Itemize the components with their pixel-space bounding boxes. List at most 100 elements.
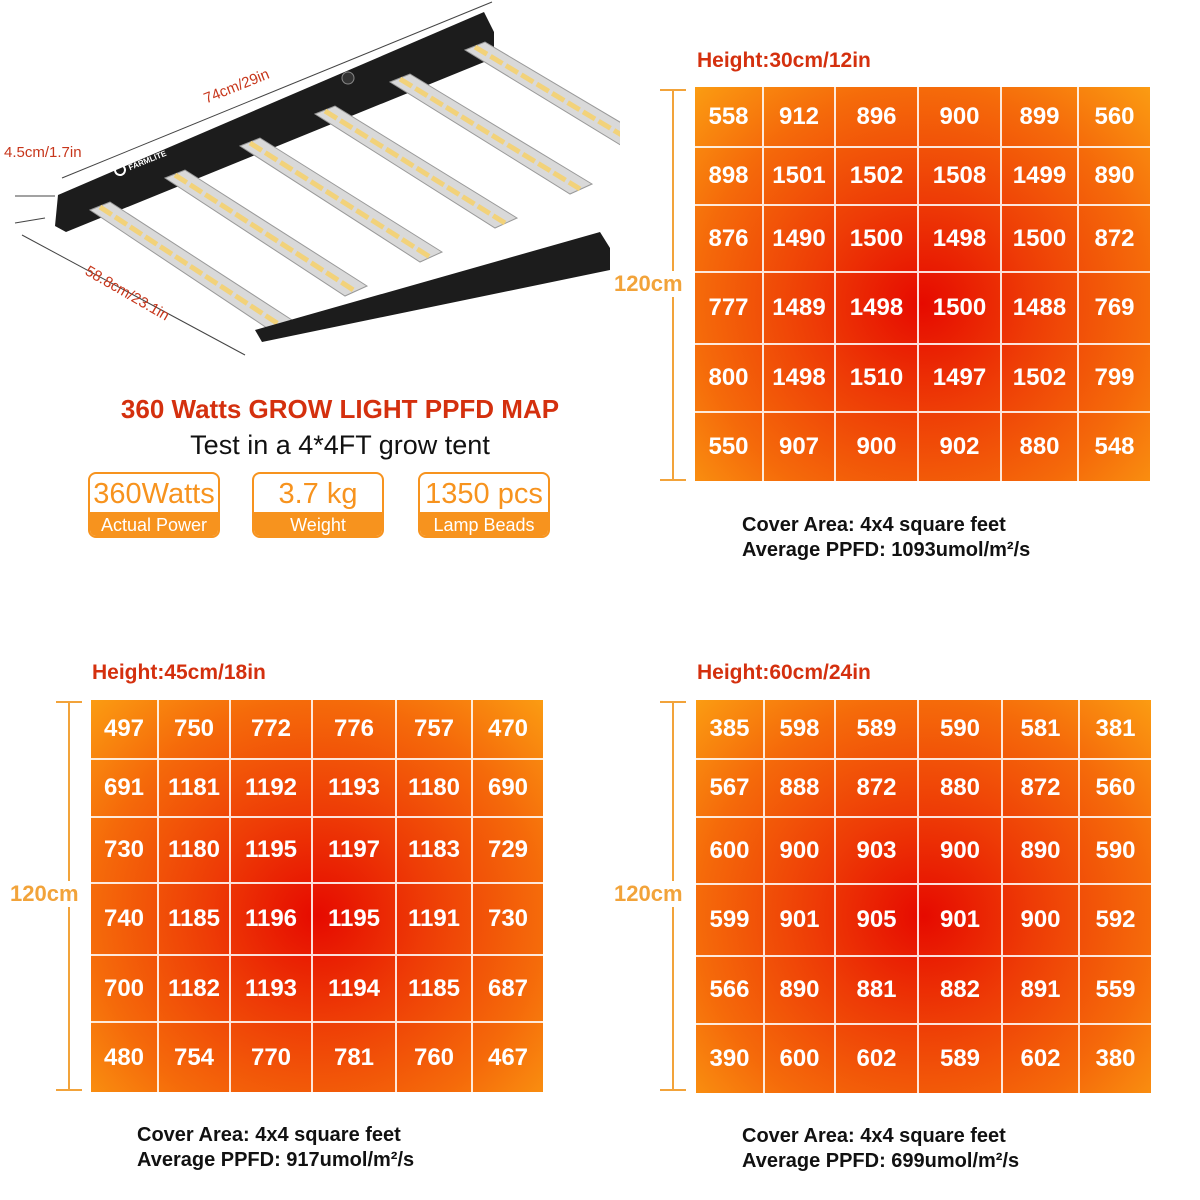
heatmap-cell: 890: [1003, 818, 1080, 885]
spec-value: 360Watts: [93, 478, 215, 510]
heatmap-cell: 1193: [231, 956, 313, 1023]
heatmap-cell: 903: [836, 818, 919, 885]
heatmap-cell: 876: [695, 206, 764, 273]
page-subtitle: Test in a 4*4FT grow tent: [190, 430, 490, 460]
spec-label: Lamp Beads: [420, 512, 548, 536]
top-frame-bar: [55, 12, 494, 232]
heatmap-cell: 480: [91, 1023, 159, 1092]
led-light-bars: [88, 41, 620, 331]
heatmap-cell: 740: [91, 884, 159, 956]
heatmap-45cm-summary: Cover Area: 4x4 square feet Average PPFD…: [137, 1123, 414, 1173]
spec-label: Actual Power: [90, 512, 218, 536]
heatmap-cell: 1488: [1002, 273, 1079, 345]
heatmap-cell: 891: [1003, 957, 1080, 1025]
heatmap-cell: 592: [1080, 885, 1151, 957]
heatmap-cell: 581: [1003, 700, 1080, 760]
heatmap-cell: 467: [487, 1043, 529, 1071]
heatmap-cell: 1502: [1002, 345, 1079, 413]
heatmap-cell: 907: [764, 413, 836, 481]
heatmap-cell: 1182: [159, 956, 231, 1023]
heatmap-cell: 600: [696, 818, 765, 885]
heatmap-cell: 781: [313, 1023, 397, 1092]
heatmap-cell: 1195: [313, 884, 397, 956]
page-title: 360 Watts GROW LIGHT PPFD MAP: [120, 394, 560, 424]
heatmap-cell: 754: [159, 1023, 231, 1092]
heatmap-cell: 1180: [397, 760, 473, 818]
heatmap-cell: 559: [1080, 957, 1151, 1025]
heatmap-cell: 872: [1003, 760, 1080, 818]
cover-area-text: Cover Area: 4x4 square feet: [742, 1125, 1006, 1147]
heatmap-cell: 590: [1080, 818, 1151, 885]
average-ppfd-text: Average PPFD: 1093umol/m²/s: [742, 539, 1031, 561]
heatmap-cell: 1500: [836, 206, 919, 273]
heatmap-cell: 1185: [159, 884, 231, 956]
heatmap-cell: 1498: [764, 345, 836, 413]
heatmap-cell: 890: [1079, 148, 1150, 206]
heatmap-60cm-title: Height:60cm/24in: [697, 661, 871, 684]
heatmap-cell: 1185: [397, 956, 473, 1023]
heatmap-cell: 700: [91, 956, 159, 1023]
heatmap-cell: 1502: [836, 148, 919, 206]
heatmap-cell: 1498: [919, 206, 1002, 273]
heatmap-cell: 567: [696, 760, 765, 818]
spec-value: 3.7 kg: [278, 478, 358, 510]
heatmap-cell: 380: [1095, 1045, 1136, 1072]
heatmap-cell: 880: [1002, 413, 1079, 481]
heatmap-cell: 390: [696, 1025, 765, 1093]
heatmap-cell: 757: [397, 700, 473, 760]
heatmap-cell: 1196: [231, 884, 313, 956]
heatmap-cell: 1510: [836, 345, 919, 413]
heatmap-cell: 385: [696, 700, 765, 760]
heatmap-cell: 560: [1080, 760, 1151, 818]
heatmap-cell: 1192: [231, 760, 313, 818]
heatmap-cell: 1195: [231, 818, 313, 884]
heatmap-cell: 1500: [919, 273, 1002, 345]
heatmap-cell: 602: [836, 1025, 919, 1093]
heatmap-cell: 730: [473, 884, 543, 956]
heatmap-cell: 772: [231, 700, 313, 760]
heatmap-cell: 900: [765, 818, 836, 885]
heatmap-cell: 799: [1079, 345, 1150, 413]
heatmap-cell: 1501: [764, 148, 836, 206]
heatmap-cell: 888: [765, 760, 836, 818]
heatmap-cell: 912: [764, 87, 836, 148]
heatmap-cell: 902: [919, 413, 1002, 481]
heatmap-cell: 1490: [764, 206, 836, 273]
width-dimension-line: [21, 234, 246, 356]
spec-card-power: 360Watts Actual Power: [88, 472, 220, 538]
heatmap-cell: 1500: [1002, 206, 1079, 273]
heatmap-cell: 872: [1079, 206, 1150, 273]
heatmap-45cm-title: Height:45cm/18in: [92, 661, 266, 684]
heatmap-cell: 1183: [397, 818, 473, 884]
heatmap-cell: 1193: [313, 760, 397, 818]
heatmap-60cm: 385 598 589 590 581 381 567 888 872 880 872 560 600 9…: [696, 700, 1151, 1093]
heatmap-cell: 687: [473, 956, 543, 1023]
heatmap-cell: 890: [765, 957, 836, 1025]
heatmap-cell: 872: [836, 760, 919, 818]
heatmap-cell: 882: [919, 957, 1003, 1025]
heatmap-cell: 800: [695, 345, 764, 413]
heatmap-cell: 381: [1080, 700, 1151, 760]
heatmap-cell: 1191: [397, 884, 473, 956]
heatmap-cell: 1498: [836, 273, 919, 345]
heatmap-45cm-axis-label: 120cm: [10, 881, 79, 907]
heatmap-cell: 777: [695, 273, 764, 345]
spec-value: 1350 pcs: [425, 478, 543, 510]
dimmer-knob-icon: [341, 71, 355, 85]
heatmap-cell: 900: [1003, 885, 1080, 957]
spec-card-beads: 1350 pcs Lamp Beads: [418, 472, 550, 538]
heatmap-cell: 1508: [919, 148, 1002, 206]
heatmap-cell: 905: [836, 885, 919, 957]
heatmap-cell: 760: [397, 1023, 473, 1092]
heatmap-30cm-title: Height:30cm/12in: [697, 49, 871, 72]
led-beads: [398, 76, 582, 192]
heatmap-cell: 776: [313, 700, 397, 760]
heatmap-cell: 769: [1079, 273, 1150, 345]
heatmap-cell: 900: [919, 818, 1003, 885]
heatmap-cell: 691: [91, 760, 159, 818]
heatmap-cell: 900: [836, 413, 919, 481]
bottom-frame-bar: [255, 232, 610, 342]
heatmap-cell: 750: [159, 700, 231, 760]
heatmap-cell: 560: [1079, 87, 1150, 148]
heatmap-cell: 497: [91, 700, 159, 760]
